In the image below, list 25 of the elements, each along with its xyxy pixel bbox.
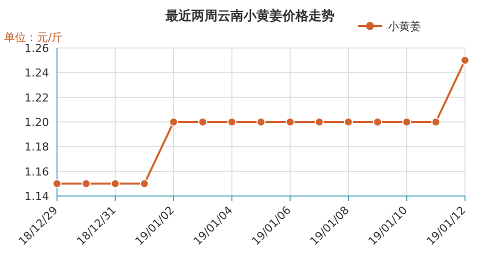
point: [314, 118, 324, 126]
y-tick-label: 1.14: [24, 190, 49, 203]
point: [82, 179, 91, 188]
point: [373, 118, 382, 126]
legend-label: 小黄姜: [388, 20, 421, 33]
point: [140, 179, 149, 188]
point: [460, 56, 470, 65]
y-tick-label: 1.24: [24, 66, 49, 80]
point: [402, 118, 412, 126]
y-tick-label: 1.18: [24, 140, 49, 154]
point: [110, 179, 120, 188]
y-tick-label: 1.26: [24, 42, 49, 55]
point: [431, 118, 440, 126]
point: [198, 118, 208, 126]
y-tick-label: 1.20: [24, 116, 49, 129]
point: [169, 118, 178, 126]
point: [52, 179, 62, 188]
point: [256, 118, 266, 126]
chart-title: 最近两周云南小黄姜价格走势: [164, 8, 334, 24]
point: [227, 118, 236, 126]
point: [286, 118, 295, 126]
point: [344, 118, 353, 126]
y-tick-label: 1.22: [24, 91, 49, 104]
y-tick-label: 1.16: [24, 165, 49, 178]
y-axis-title: 单位：元/斤: [4, 31, 63, 44]
